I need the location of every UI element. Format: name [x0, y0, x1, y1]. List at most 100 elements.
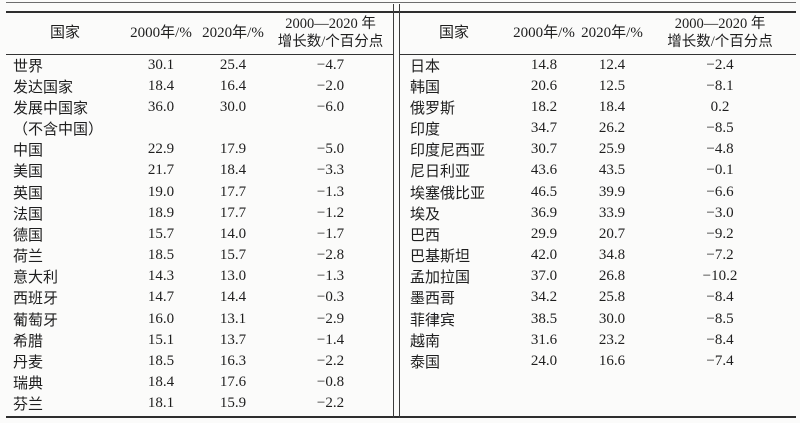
y2000-cell: 46.5 [530, 183, 558, 200]
y2000-cell: 14.7 [147, 289, 175, 306]
y2000-cell: 18.5 [147, 353, 175, 370]
country-cell: 葡萄牙 [13, 312, 59, 329]
header-row: 国家 2000年/% 2020年/% 2000—2020 年 增长数/个百分点 [6, 13, 393, 55]
country-cell: 芬兰 [13, 397, 44, 414]
country-cell: 埃塞俄比亚 [410, 185, 486, 202]
table-row: 日本 14.8 12.4 −2.4 [400, 54, 796, 76]
country-cell: 墨西哥 [410, 291, 456, 308]
y2000-cell: 36.9 [530, 204, 558, 221]
y2020-cell: 25.8 [598, 289, 626, 306]
y2020-cell: 12.4 [598, 56, 626, 73]
y2000-cell: 14.8 [530, 56, 558, 73]
table-row: 越南 31.6 23.2 −8.4 [400, 330, 796, 351]
table-row: 发展中国家 36.0 30.0 −6.0 [6, 97, 393, 118]
y2020-cell: 13.7 [219, 331, 247, 348]
growth-cell: −2.4 [706, 56, 734, 73]
growth-cell: −8.4 [706, 289, 734, 306]
table-row: 埃塞俄比亚 46.5 39.9 −6.6 [400, 181, 796, 202]
table-row: 中国 22.9 17.9 −5.0 [6, 139, 393, 160]
table-frame: 国家 2000年/% 2020年/% 2000—2020 年 增长数/个百分点 … [6, 4, 796, 418]
table-row: 尼日利亚 43.6 43.5 −0.1 [400, 160, 796, 181]
table-row: 菲律宾 38.5 30.0 −8.5 [400, 309, 796, 330]
y2000-cell: 20.6 [530, 77, 558, 94]
table-row: 法国 18.9 17.7 −1.2 [6, 203, 393, 224]
table-row: 希腊 15.1 13.7 −1.4 [6, 330, 393, 351]
y2000-cell: 18.4 [147, 77, 175, 94]
country-cell: 西班牙 [13, 291, 59, 308]
country-cell: 俄罗斯 [410, 100, 456, 117]
table-row: 印度 34.7 26.2 −8.5 [400, 118, 796, 139]
y2020-cell: 13.0 [219, 268, 247, 285]
growth-cell: −1.3 [316, 183, 345, 200]
y2020-cell: 16.4 [219, 77, 247, 94]
table-row: 德国 15.7 14.0 −1.7 [6, 224, 393, 245]
y2020-cell: 16.6 [598, 353, 626, 370]
growth-cell: −4.7 [316, 56, 345, 73]
growth-cell: −2.2 [316, 395, 345, 412]
header-2020: 2020年/% [198, 13, 268, 55]
country-cell: 巴西 [410, 227, 441, 244]
country-cell: 孟加拉国 [410, 270, 471, 287]
growth-cell: −0.8 [316, 374, 345, 391]
table-row: 印度尼西亚 30.7 25.9 −4.8 [400, 139, 796, 160]
y2000-cell: 18.9 [147, 204, 175, 221]
country-cell: 德国 [13, 227, 44, 244]
y2020-cell: 39.9 [598, 183, 626, 200]
right-table-header: 国家 2000年/% 2020年/% 2000—2020 年 增长数/个百分点 [400, 13, 796, 55]
table-row: 丹麦 18.5 16.3 −2.2 [6, 351, 393, 372]
y2000-cell [124, 118, 198, 139]
y2000-cell: 31.6 [530, 331, 558, 348]
header-2000: 2000年/% [124, 13, 198, 55]
growth-cell: −1.7 [316, 225, 345, 242]
growth-cell: −6.0 [316, 98, 345, 115]
y2020-cell: 18.4 [598, 98, 626, 115]
country-cell: 菲律宾 [410, 312, 456, 329]
y2000-cell: 29.9 [530, 225, 558, 242]
country-cell: （不含中国） [13, 121, 104, 138]
table-row: 泰国 24.0 16.6 −7.4 [400, 351, 796, 372]
table-row: 西班牙 14.7 14.4 −0.3 [6, 287, 393, 308]
growth-cell: −7.4 [706, 353, 734, 370]
country-cell: 美国 [13, 164, 44, 181]
table-row: 英国 19.0 17.7 −1.3 [6, 181, 393, 202]
country-cell: 埃及 [410, 206, 441, 223]
y2020-cell: 18.4 [219, 162, 247, 179]
country-cell: 法国 [13, 206, 44, 223]
y2020-cell: 30.0 [219, 98, 247, 115]
country-cell: 希腊 [13, 333, 44, 350]
y2020-cell: 15.9 [219, 395, 247, 412]
header-growth-line1: 2000—2020 年 [674, 16, 766, 33]
y2000-cell: 18.2 [530, 98, 558, 115]
table-row: 美国 21.7 18.4 −3.3 [6, 160, 393, 181]
growth-cell: −8.5 [706, 119, 734, 136]
left-table: 国家 2000年/% 2020年/% 2000—2020 年 增长数/个百分点 … [6, 13, 393, 415]
growth-cell: −2.9 [316, 310, 345, 327]
y2000-cell: 36.0 [147, 98, 175, 115]
y2020-cell: 30.0 [598, 310, 626, 327]
country-cell: 尼日利亚 [410, 164, 471, 181]
growth-cell: −0.3 [316, 289, 345, 306]
growth-cell: −5.0 [316, 141, 345, 158]
left-table-body: 世界 30.1 25.4 −4.7 发达国家 18.4 16.4 −2.0 发展中国家 36.0 3… [6, 54, 393, 415]
growth-cell: −4.8 [706, 141, 734, 158]
growth-cell: −8.1 [706, 77, 734, 94]
growth-cell: −2.8 [316, 247, 345, 264]
growth-cell: −6.6 [706, 183, 734, 200]
country-cell: 荷兰 [13, 249, 44, 266]
country-cell: 发达国家 [13, 79, 74, 96]
right-table: 国家 2000年/% 2020年/% 2000—2020 年 增长数/个百分点 … [400, 13, 796, 372]
country-cell: 意大利 [13, 270, 59, 287]
header-country: 国家 [6, 13, 124, 55]
y2000-cell: 18.1 [147, 395, 175, 412]
y2000-cell: 22.9 [147, 141, 175, 158]
y2000-cell: 34.2 [530, 289, 558, 306]
y2020-cell: 17.7 [219, 204, 247, 221]
table-row: 荷兰 18.5 15.7 −2.8 [6, 245, 393, 266]
y2020-cell: 23.2 [598, 331, 626, 348]
header-growth-line2: 增长数/个百分点 [277, 34, 384, 51]
top-thin-rule [6, 2, 796, 3]
y2020-cell: 25.9 [598, 141, 626, 158]
y2000-cell: 34.7 [530, 119, 558, 136]
table-row: 墨西哥 34.2 25.8 −8.4 [400, 287, 796, 308]
